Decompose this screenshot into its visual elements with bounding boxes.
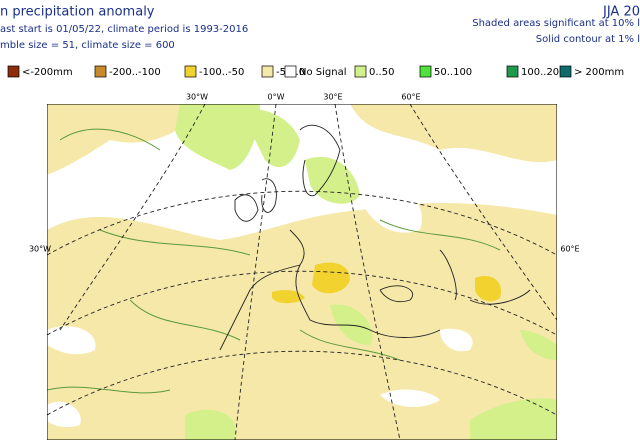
legend-label: <-200mm: [22, 67, 73, 78]
season: JJA 20: [602, 5, 640, 20]
map: [47, 104, 557, 440]
legend-swatch: [261, 65, 274, 78]
lon-label: 0°W: [268, 93, 285, 102]
legend-swatch: [419, 65, 432, 78]
note: Shaded areas significant at 10% l: [472, 18, 640, 29]
lon-label: 30°E: [323, 93, 342, 102]
legend-label: -200..-100: [109, 67, 161, 78]
legend-label: 100..200: [521, 67, 566, 78]
title: n precipitation anomaly: [0, 5, 155, 20]
legend-swatch: [559, 65, 572, 78]
legend-swatch: [506, 65, 519, 78]
map-labels: 30°W 0°W 30°E 60°E: [186, 93, 421, 102]
lon-label: 60°E: [401, 93, 420, 102]
legend-label: No Signal: [299, 67, 347, 78]
legend-swatch: [7, 65, 20, 78]
legend-label: 0..50: [369, 67, 394, 78]
legend-swatch: [284, 65, 297, 78]
note: Solid contour at 1% l: [536, 34, 640, 45]
legend-label: 50..100: [434, 67, 472, 78]
legend-swatch: [94, 65, 107, 78]
lon-label: 60°E: [560, 245, 579, 254]
subtitle: ast start is 01/05/22, climate period is…: [0, 24, 248, 35]
legend-label: > 200mm: [574, 67, 624, 78]
legend-swatch: [354, 65, 367, 78]
subtitle: mble size = 51, climate size = 600: [0, 40, 175, 51]
lon-label: 30°W: [29, 245, 51, 254]
legend-label: -100..-50: [199, 67, 244, 78]
legend: <-200mm-200..-100-100..-50-50..0No Signa…: [7, 65, 624, 78]
legend-swatch: [184, 65, 197, 78]
lon-label: 30°W: [186, 93, 208, 102]
